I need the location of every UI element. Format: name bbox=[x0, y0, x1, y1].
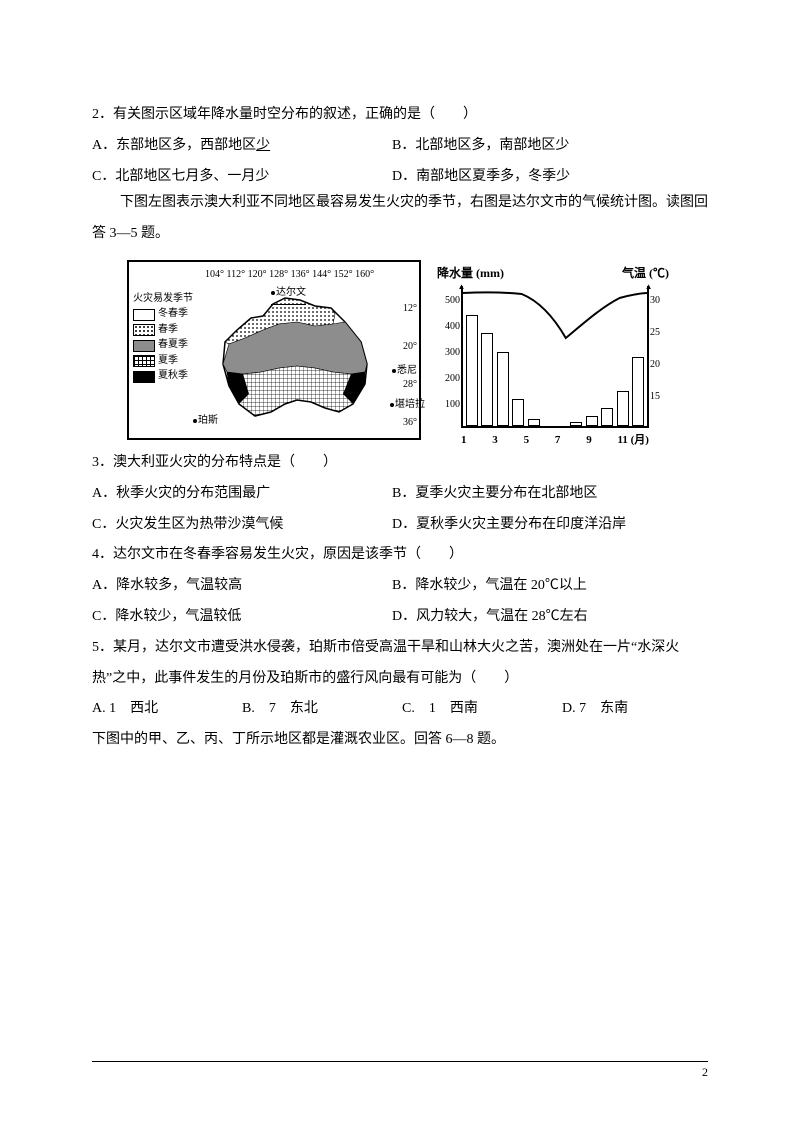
perth-label: 珀斯 bbox=[193, 410, 218, 432]
q3-optC: C．火灾发生区为热带沙漠气候 bbox=[92, 510, 392, 541]
q4-optC: C．降水较少，气温较低 bbox=[92, 602, 392, 633]
q4-optB: B．降水较少，气温在 20℃以上 bbox=[392, 571, 708, 602]
darwin-label: 达尔文 bbox=[271, 282, 306, 305]
australia-map: 104° 112° 120° 128° 136° 144° 152° 160° … bbox=[127, 260, 421, 440]
q5-optD: D. 7 东南 bbox=[562, 694, 708, 725]
q2-stem: 2．有关图示区域年降水量时空分布的叙述，正确的是（ ） bbox=[92, 100, 708, 131]
q5-stem2: 热”之中，此事件发生的月份及珀斯市的盛行风向最有可能为（ ） bbox=[92, 664, 708, 695]
q5-optA: A. 1 西北 bbox=[92, 694, 242, 725]
q5-optC: C. 1 西南 bbox=[402, 694, 562, 725]
q2-optB: B．北部地区多，南部地区少 bbox=[392, 131, 708, 162]
q3-optD: D．夏秋季火灾主要分布在印度洋沿岸 bbox=[392, 510, 708, 541]
intro-6-8: 下图中的甲、乙、丙、丁所示地区都是灌溉农业区。回答 6—8 题。 bbox=[92, 725, 708, 756]
q5-stem1: 5．某月，达尔文市遭受洪水侵袭，珀斯市倍受高温干旱和山林大火之苦，澳洲处在一片“… bbox=[92, 633, 708, 664]
q5-optB: B. 7 东北 bbox=[242, 694, 402, 725]
q3-optB: B．夏季火灾主要分布在北部地区 bbox=[392, 479, 708, 510]
lat-labels: 12° 20° 28° 36° bbox=[395, 286, 419, 436]
temp-line bbox=[463, 286, 647, 426]
q4-optA: A．降水较多，气温较高 bbox=[92, 571, 392, 602]
q4-stem: 4．达尔文市在冬春季容易发生火灾，原因是该季节（ ） bbox=[92, 540, 708, 571]
precip-title: 降水量 (mm) bbox=[437, 260, 504, 286]
x-axis-labels: 1 3 5 7 9 11 (月) bbox=[433, 428, 673, 452]
page-number: 2 bbox=[702, 1065, 708, 1080]
q4-optD: D．风力较大，气温在 28℃左右 bbox=[392, 602, 708, 633]
intro-3-5: 下图左图表示澳大利亚不同地区最容易发生火灾的季节，右图是达尔文市的气候统计图。读… bbox=[92, 188, 708, 250]
q3-optA: A．秋季火灾的分布范围最广 bbox=[92, 479, 392, 510]
q2-optA: A．东部地区多，西部地区少 bbox=[92, 131, 392, 162]
q3-stem: 3．澳大利亚火灾的分布特点是（ ） bbox=[92, 448, 708, 479]
climate-chart: 降水量 (mm) 气温 (℃) 500 400 300 200 100 30 2… bbox=[433, 260, 673, 436]
footer-rule bbox=[92, 1061, 708, 1062]
